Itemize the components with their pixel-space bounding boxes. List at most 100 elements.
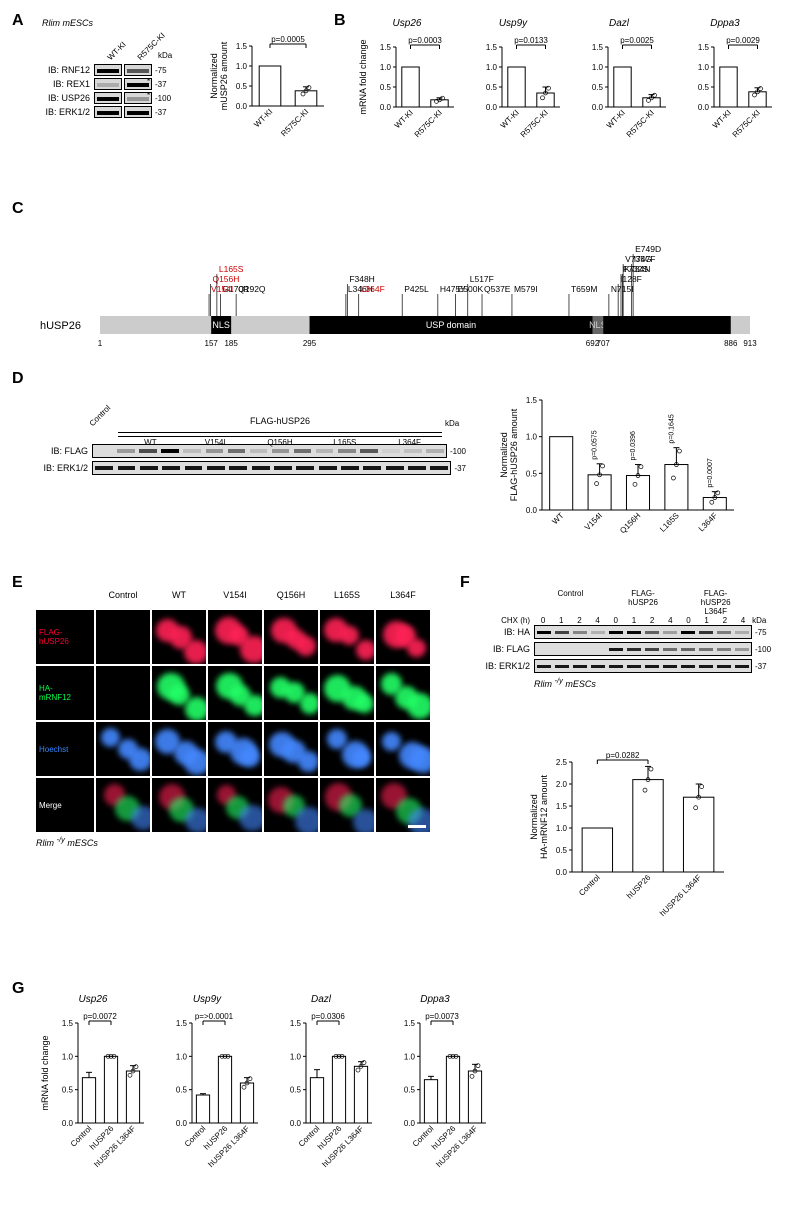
svg-text:WT-KI: WT-KI [499,108,521,130]
panel-label-d: D [12,370,24,388]
svg-text:R575C-KI: R575C-KI [279,107,310,138]
blot-label: IB: RNF12 [36,65,94,75]
blot-row: IB: FLAG-100 [478,642,778,656]
svg-text:NLS: NLS [212,320,230,330]
micro-row-label: FLAG-hUSP26 [36,610,94,664]
panel-b-subchart: Dazl0.00.51.01.5WT-KIR575C-KIp=0.0025 [566,18,672,162]
svg-text:913: 913 [743,339,757,348]
micrograph [320,666,374,720]
svg-text:1.0: 1.0 [236,62,248,71]
svg-text:NormalizedmUSP26 amount: NormalizedmUSP26 amount [210,41,229,110]
panel-label-f: F [460,574,470,592]
svg-text:0.5: 0.5 [290,1086,302,1095]
blot-row: IB: HA-75 [478,625,778,639]
svg-text:886: 886 [724,339,738,348]
micrograph [376,722,430,776]
chx-row: CHX (h)012401240124kDa [478,616,778,625]
svg-text:V154I: V154I [211,284,233,294]
svg-text:hUSP26 L364F: hUSP26 L364F [658,873,703,918]
svg-text:p=0.0003: p=0.0003 [408,36,442,45]
svg-text:1.0: 1.0 [698,63,710,72]
svg-text:p=>0.0001: p=>0.0001 [195,1012,234,1021]
gene-title: Usp9y [460,18,566,29]
gene-title: Dazl [264,994,378,1005]
svg-text:0.5: 0.5 [404,1086,416,1095]
svg-text:L165S: L165S [658,511,681,534]
svg-text:WT: WT [550,511,565,526]
svg-text:0.5: 0.5 [556,846,568,855]
svg-text:WT-KI: WT-KI [393,108,415,130]
micrograph [376,778,430,832]
panel-d-header: ControlFLAG-hUSP26WTV154IQ156HL165SL364F… [94,392,466,428]
micrograph [96,778,150,832]
svg-text:p=0.0282: p=0.0282 [606,751,640,760]
svg-text:1.0: 1.0 [486,63,498,72]
svg-text:0.5: 0.5 [380,83,392,92]
svg-text:1.0: 1.0 [526,433,538,442]
micrograph [96,666,150,720]
svg-text:1.0: 1.0 [592,63,604,72]
panel-b-subchart: Usp9y0.00.51.01.5WT-KIR575C-KIp=0.0133 [460,18,566,162]
micrograph [264,610,318,664]
micro-col-header: Control [96,590,150,608]
group-header: FLAG- hUSP26 [607,590,680,616]
micrograph [96,722,150,776]
micrograph [152,610,206,664]
svg-text:1.5: 1.5 [290,1019,302,1028]
micrograph [320,722,374,776]
group-header: FLAG- hUSP26 L364F [679,590,752,616]
micrograph [208,666,262,720]
micro-col-header: L364F [376,590,430,608]
svg-text:1.5: 1.5 [404,1019,416,1028]
svg-text:1: 1 [98,339,103,348]
panel-f-chart: 0.00.51.01.52.02.5NormalizedHA-mRNF12 am… [530,744,730,924]
svg-text:R575C-KI: R575C-KI [519,108,550,139]
micrograph [320,610,374,664]
barchart: 0.00.51.01.5WT-KIR575C-KIp=0.0133 [460,29,566,159]
micrograph [152,778,206,832]
blot-label: IB: USP26 [36,93,94,103]
barchart: 0.00.51.01.5mRNA fold changeWT-KIR575C-K… [354,29,460,159]
group-header: Control [534,590,607,616]
group-header: FLAG-hUSP26WTV154IQ156HL165SL364F [118,418,442,428]
gene-title: Dazl [566,18,672,29]
svg-text:hUSP26: hUSP26 [625,873,653,901]
barchart: 0.00.51.01.5WT-KIR575C-KIp=0.0029 [672,29,778,159]
gene-title: Usp26 [354,18,460,29]
blot-row: IB: ERK1/2-37 [478,659,778,673]
svg-text:1.5: 1.5 [526,396,538,405]
svg-text:1.0: 1.0 [556,824,568,833]
micrograph [96,610,150,664]
micro-row-label: Merge [36,778,94,832]
svg-text:707: 707 [597,339,611,348]
panel-b-subchart: Dppa30.00.51.01.5WT-KIR575C-KIp=0.0029 [672,18,778,162]
blot-label: IB: REX1 [36,79,94,89]
kda-mark: -37 [155,108,167,117]
svg-text:mRNA fold change: mRNA fold change [358,39,368,114]
micrograph [208,778,262,832]
svg-text:E500K: E500K [458,284,484,294]
panel-a-chart: 0.00.51.01.5NormalizedmUSP26 amountWT-KI… [210,28,330,158]
gene-title: Usp26 [36,994,150,1005]
svg-text:0.5: 0.5 [62,1086,74,1095]
svg-text:p=0.0025: p=0.0025 [620,36,654,45]
svg-text:p=0.0396: p=0.0396 [630,431,637,460]
kda-mark: -37* [155,80,167,89]
svg-text:0.0: 0.0 [698,103,710,112]
svg-text:0.0: 0.0 [404,1119,416,1128]
micro-col-header: L165S [320,590,374,608]
kda-header: kDa [158,51,182,62]
svg-text:1.5: 1.5 [236,42,248,51]
panel-b-subchart: Usp260.00.51.01.5mRNA fold changeWT-KIR5… [354,18,460,162]
svg-text:P425L: P425L [404,284,429,294]
micro-row-label: Hoechst [36,722,94,776]
gene-title: Usp9y [150,994,264,1005]
panel-g-subchart: Usp9y0.00.51.01.5ControlhUSP26hUSP26 L36… [150,994,264,1178]
micro-row-label: HA-mRNF12 [36,666,94,720]
svg-text:1.0: 1.0 [380,63,392,72]
svg-text:WT-KI: WT-KI [605,108,627,130]
svg-text:Q156H: Q156H [212,274,239,284]
micrograph [152,666,206,720]
svg-text:p=0.0029: p=0.0029 [726,36,760,45]
svg-text:1.5: 1.5 [62,1019,74,1028]
